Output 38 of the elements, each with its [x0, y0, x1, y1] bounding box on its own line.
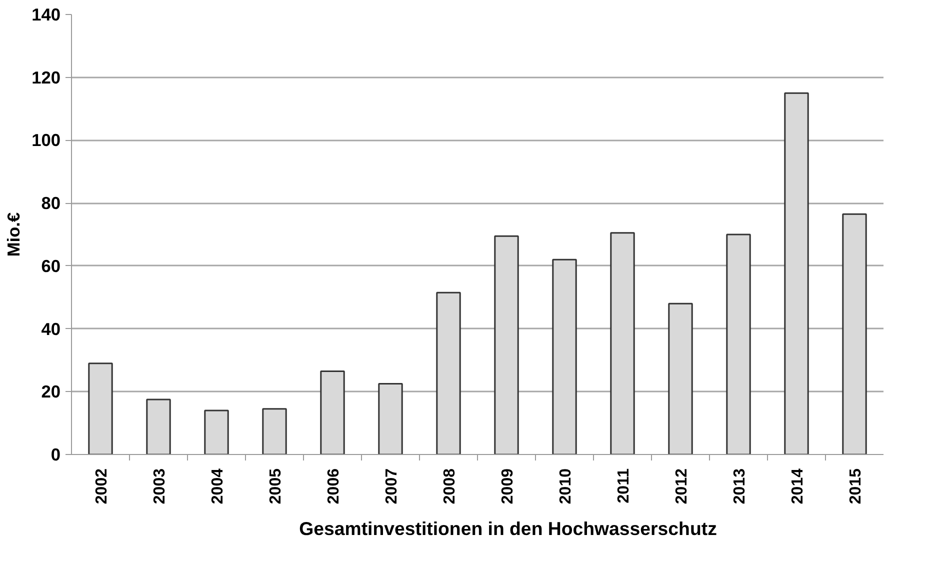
bar — [262, 408, 287, 454]
y-tick-label: 120 — [32, 67, 61, 88]
x-tick-label: 2004 — [210, 468, 226, 504]
y-axis-title: Mio.€ — [4, 212, 24, 257]
bar — [494, 235, 519, 454]
x-tick-label: 2006 — [326, 468, 342, 504]
bar — [378, 383, 403, 454]
y-tick-label: 60 — [41, 256, 61, 276]
bar — [610, 232, 635, 454]
bar — [726, 234, 751, 454]
y-tick-label: 20 — [41, 382, 61, 402]
x-tick-label: 2015 — [848, 468, 864, 504]
bar — [88, 362, 113, 454]
x-tick-label: 2007 — [384, 468, 400, 504]
x-tick-label: 2008 — [442, 468, 458, 504]
y-tick-label: 0 — [50, 444, 61, 464]
bar — [320, 370, 345, 454]
y-tick-label: 40 — [41, 318, 61, 339]
x-tick-label: 2005 — [268, 468, 284, 504]
bar — [784, 92, 809, 454]
bar — [436, 292, 461, 454]
bar — [552, 258, 577, 454]
x-tick-label: 2011 — [616, 468, 632, 504]
bar — [668, 302, 693, 454]
text: Gesamtinvestitionen in den Hochwasserschutz — [299, 518, 717, 540]
bar — [842, 213, 867, 454]
y-tick-label: 100 — [32, 130, 61, 150]
y-tick-label: 140 — [32, 4, 61, 24]
x-tick-label: 2002 — [94, 468, 110, 504]
bar — [146, 398, 171, 454]
x-tick-label: 2009 — [500, 468, 516, 504]
bar — [204, 410, 229, 454]
x-tick-label: 2013 — [732, 468, 748, 504]
x-tick-label: 2010 — [558, 468, 574, 504]
x-tick-label: 2012 — [674, 468, 690, 504]
x-tick-label: 2014 — [790, 468, 806, 504]
y-tick-label: 80 — [41, 193, 61, 214]
x-tick-label: 2003 — [152, 468, 168, 504]
